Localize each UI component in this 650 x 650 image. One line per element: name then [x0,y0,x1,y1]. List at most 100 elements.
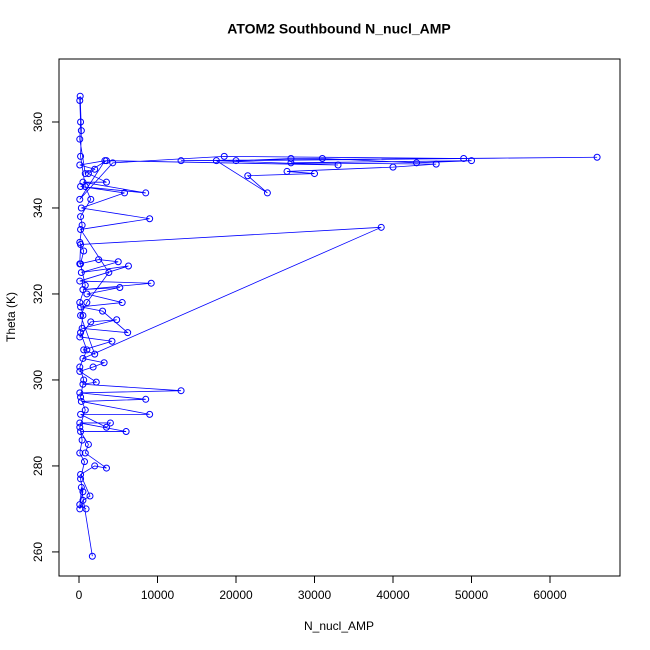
data-point [76,419,84,427]
data-point [77,213,85,221]
data-point [80,346,88,354]
data-point [89,363,97,371]
data-point [77,268,85,276]
data-point [79,488,87,496]
data-point [80,458,88,466]
data-point [124,262,132,270]
data-point [102,423,110,431]
data-point [76,195,84,203]
data-point [81,182,89,190]
data-point [91,350,99,358]
data-point [460,155,468,163]
data-point [142,189,150,197]
data-point [212,157,220,165]
data-point [76,367,84,375]
data-point [76,389,84,397]
data-point [77,260,85,268]
data-point [92,378,100,386]
data-point [287,155,295,163]
data-point [287,159,295,167]
data-point [95,256,103,264]
data-point [318,155,326,163]
data-point [105,268,113,276]
data-point [79,311,87,319]
data-point [116,284,124,292]
data-point [177,387,185,395]
data-point [76,135,84,143]
data-point [593,153,601,161]
data-point [109,159,117,167]
data-point [77,393,85,401]
data-point [81,281,89,289]
x-tick-label: 20000 [219,588,253,602]
data-point [77,329,85,337]
x-tick-label: 60000 [533,588,567,602]
y-tick-label: 340 [31,198,45,218]
data-point [83,299,91,307]
data-point [91,165,99,173]
data-point [76,501,84,509]
data-point [124,329,132,337]
data-point [311,170,319,178]
data-point [118,299,126,307]
data-point [146,215,154,223]
data-point [81,449,89,457]
data-point [76,238,84,246]
data-point [77,152,85,160]
data-point [77,303,85,311]
x-tick-label: 30000 [298,588,332,602]
data-point [80,376,88,384]
data-point [77,410,85,418]
chart-title: ATOM2 Southbound N_nucl_AMP [227,21,450,37]
data-point [77,428,85,436]
x-tick-label: 10000 [141,588,175,602]
data-point [76,333,84,341]
data-point [80,247,88,255]
x-tick-label: 0 [76,588,83,602]
data-point [79,380,87,388]
data-point [81,406,89,414]
data-point [76,277,84,285]
data-point [78,324,86,332]
data-point [88,552,96,560]
data-point [77,204,85,212]
y-tick-label: 280 [31,456,45,476]
data-point [244,172,252,180]
y-tick-label: 320 [31,284,45,304]
x-axis-label: N_nucl_AMP [304,619,374,633]
data-point [76,161,84,169]
data-point [87,195,95,203]
data-point [232,157,240,165]
data-point [102,178,110,186]
data-point [81,170,89,178]
data-point [100,359,108,367]
data-point [113,316,121,324]
x-tick-label: 50000 [455,588,489,602]
data-point [84,170,92,178]
plot-frame [58,58,621,577]
x-tick-label: 40000 [376,588,410,602]
data-point [334,161,342,169]
data-point [77,311,85,319]
data-point [76,92,84,100]
data-point [77,127,85,135]
data-point [432,160,440,168]
data-point [76,423,84,431]
y-tick-label: 300 [31,370,45,390]
data-point [77,397,85,405]
data-point [389,163,397,171]
y-tick-label: 260 [31,542,45,562]
data-point [142,395,150,403]
data-point [86,492,94,500]
data-point [102,157,110,165]
data-point [99,307,107,315]
y-axis-label: Theta (K) [4,292,18,342]
data-point [147,279,155,287]
data-point [413,159,421,167]
data-point [121,189,129,197]
data-point [263,189,271,197]
data-point [76,363,84,371]
data-point [468,157,476,165]
